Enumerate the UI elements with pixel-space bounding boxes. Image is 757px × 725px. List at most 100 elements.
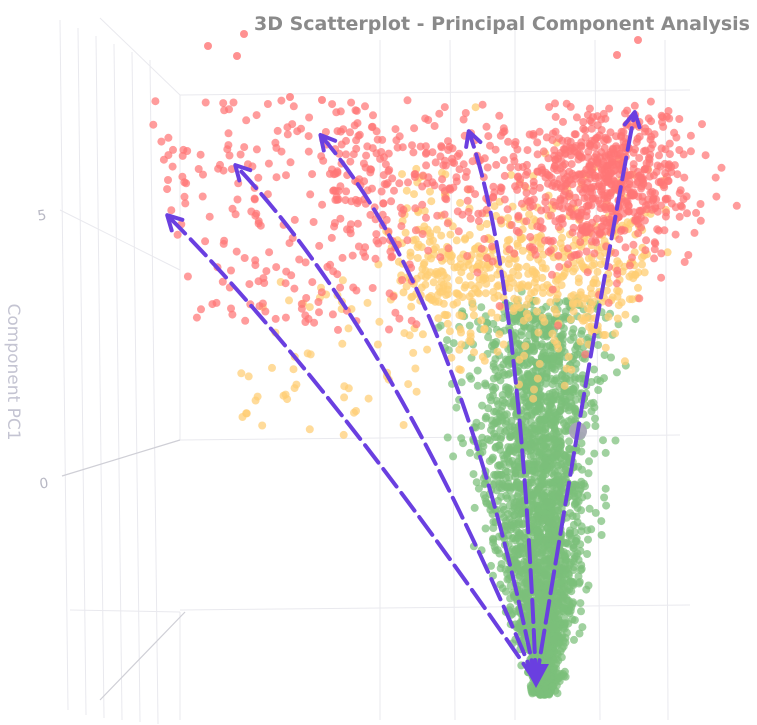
- data-point-3160: [258, 421, 267, 430]
- data-point-2757: [663, 248, 672, 257]
- arrow-origin-head: [523, 664, 549, 688]
- data-point-3805: [592, 214, 601, 223]
- data-point-3139: [373, 340, 382, 349]
- data-point-3317: [398, 209, 407, 218]
- data-point-2284: [576, 566, 585, 575]
- data-point-554: [583, 491, 592, 500]
- data-point-2350: [487, 382, 496, 391]
- data-point-3498: [408, 141, 416, 150]
- data-point-3381: [572, 113, 581, 122]
- data-point-3086: [601, 343, 610, 352]
- data-point-2929: [427, 197, 436, 206]
- data-point-2506: [436, 321, 445, 330]
- data-point-3879: [418, 200, 427, 209]
- data-point-3821: [363, 186, 372, 195]
- data-point-3342: [492, 160, 501, 169]
- axis-line-bottom: [99, 611, 186, 701]
- data-point-3549: [496, 183, 505, 192]
- data-point-3077: [485, 263, 494, 272]
- grid-line-11: [179, 89, 691, 96]
- data-point-4234: [224, 129, 233, 138]
- data-point-3124: [305, 303, 314, 312]
- data-point-79: [577, 607, 585, 616]
- data-point-2291: [568, 512, 577, 520]
- data-point-2508: [554, 573, 563, 582]
- data-point-2777: [465, 336, 474, 345]
- data-point-2516: [478, 448, 487, 456]
- data-point-4045: [468, 157, 477, 166]
- data-point-2923: [455, 345, 464, 354]
- data-point-2768: [552, 294, 561, 303]
- data-point-3153: [285, 296, 293, 305]
- data-point-2935: [530, 385, 538, 394]
- data-point-2448: [493, 470, 502, 479]
- data-point-3661: [342, 150, 350, 159]
- data-point-3690: [654, 178, 663, 187]
- data-point-2206: [535, 582, 544, 591]
- data-point-4117: [304, 147, 313, 156]
- data-point-688: [614, 320, 623, 329]
- data-point-3338: [513, 145, 522, 154]
- data-point-3596: [366, 210, 375, 219]
- data-point-2576: [613, 257, 622, 266]
- data-point-2169: [545, 649, 554, 658]
- data-point-2119: [478, 439, 487, 448]
- data-point-3591: [646, 135, 655, 144]
- data-point-2019: [496, 580, 505, 589]
- data-point-3147: [352, 407, 360, 415]
- data-point-2895: [543, 281, 552, 289]
- data-point-2038: [571, 382, 580, 391]
- data-point-2846: [443, 319, 452, 328]
- data-point-2988: [518, 246, 527, 255]
- data-point-4094: [167, 206, 176, 215]
- data-point-3052: [505, 255, 514, 264]
- data-point-3944: [624, 171, 632, 180]
- data-point-2444: [533, 460, 542, 469]
- data-point-2995: [407, 302, 416, 311]
- data-point-4262: [218, 277, 227, 286]
- data-point-3818: [636, 171, 645, 180]
- data-point-1273: [577, 447, 586, 456]
- data-point-4018: [591, 194, 600, 203]
- data-point-1115: [470, 503, 479, 512]
- data-point-483: [584, 581, 593, 590]
- data-point-4258: [319, 156, 328, 165]
- data-point-3063: [539, 289, 547, 298]
- data-point-4072: [675, 115, 684, 123]
- data-point-3947: [403, 96, 412, 105]
- data-point-2129: [553, 475, 562, 484]
- data-point-2397: [482, 497, 490, 506]
- data-point-2366: [555, 566, 564, 575]
- data-point-1939: [489, 374, 498, 383]
- data-point-4102: [290, 284, 299, 293]
- data-point-4061: [619, 143, 628, 152]
- data-point-2672: [420, 207, 429, 215]
- data-point-3006: [514, 263, 523, 272]
- data-point-1431: [587, 525, 596, 534]
- data-point-3062: [455, 276, 463, 285]
- data-point-2209: [544, 689, 553, 698]
- grid-line-10: [179, 604, 691, 611]
- data-point-3859: [599, 214, 608, 223]
- data-point-3788: [559, 204, 567, 213]
- data-point-1312: [527, 410, 536, 419]
- data-point-3156: [339, 430, 348, 439]
- data-point-3495: [555, 262, 564, 271]
- data-point-3980: [505, 245, 514, 254]
- data-point-4103: [310, 318, 319, 327]
- data-point-2977: [634, 268, 643, 277]
- data-point-2835: [432, 225, 441, 234]
- data-point-3700: [592, 134, 601, 143]
- data-point-1591: [520, 361, 528, 370]
- data-point-2840: [445, 327, 454, 336]
- data-point-3733: [435, 109, 444, 118]
- data-point-2794: [584, 254, 593, 263]
- data-point-2927: [599, 331, 608, 339]
- data-point-4107: [173, 230, 182, 239]
- data-point-3149: [340, 382, 349, 391]
- data-point-3329: [635, 294, 644, 303]
- data-point-3832: [597, 223, 606, 231]
- data-point-2425: [492, 433, 501, 441]
- data-point-2632: [413, 254, 422, 262]
